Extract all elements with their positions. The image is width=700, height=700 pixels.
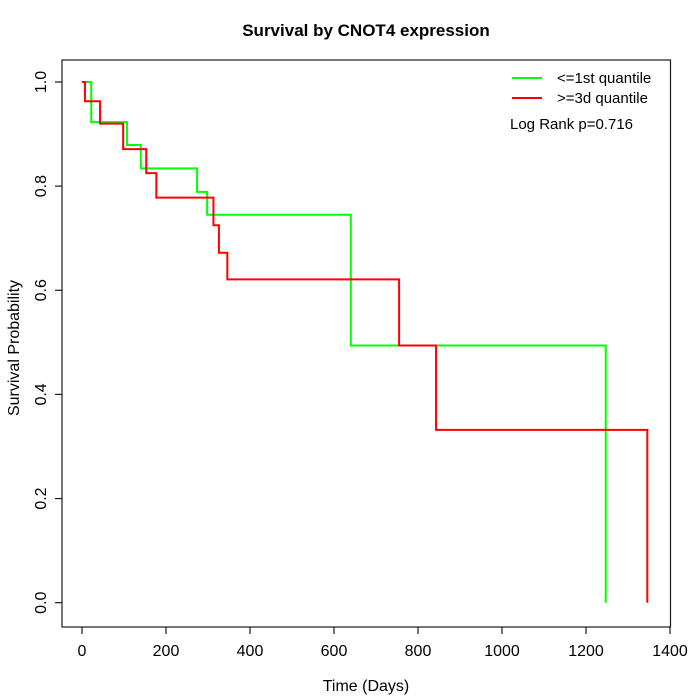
x-tick-label: 1200 bbox=[568, 643, 604, 660]
logrank-pvalue: Log Rank p=0.716 bbox=[510, 116, 634, 133]
survival-curve-third-quantile bbox=[82, 81, 649, 603]
legend-line-red-icon bbox=[512, 97, 542, 99]
x-tick-label: 1000 bbox=[484, 643, 520, 660]
legend: <=1st quantile >=3d quantile Log Rank p=… bbox=[510, 68, 651, 134]
x-tick-label: 200 bbox=[153, 643, 180, 660]
y-tick-label: 0.6 bbox=[33, 279, 50, 301]
x-axis-title: Time (Days) bbox=[322, 678, 410, 695]
y-tick-label: 0.8 bbox=[33, 175, 50, 197]
legend-label-first-quantile: <=1st quantile bbox=[557, 69, 652, 87]
x-tick-label: 600 bbox=[321, 643, 348, 660]
x-tick-label: 800 bbox=[405, 643, 432, 660]
chart-title: Survival by CNOT4 expression bbox=[242, 21, 490, 40]
y-tick-label: 1.0 bbox=[33, 71, 50, 93]
legend-line-green-icon bbox=[512, 77, 542, 79]
y-axis-title: Survival Probability bbox=[6, 279, 23, 417]
legend-item-third-quantile: >=3d quantile bbox=[510, 88, 651, 108]
y-tick-label: 0.4 bbox=[33, 383, 50, 405]
x-tick-label: 1400 bbox=[652, 643, 688, 660]
x-tick-label: 400 bbox=[237, 643, 264, 660]
legend-label-third-quantile: >=3d quantile bbox=[557, 89, 648, 107]
plot-border bbox=[61, 59, 672, 628]
legend-item-first-quantile: <=1st quantile bbox=[510, 68, 651, 88]
y-tick-label: 0.0 bbox=[33, 591, 50, 613]
x-tick-label: 0 bbox=[78, 643, 87, 660]
survival-curve-first-quantile bbox=[82, 81, 607, 603]
y-tick-label: 0.2 bbox=[33, 487, 50, 509]
